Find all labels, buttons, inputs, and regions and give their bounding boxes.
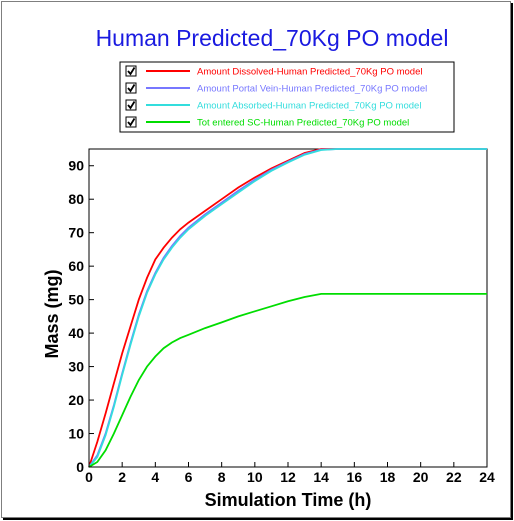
legend-checkbox[interactable]	[125, 99, 137, 111]
legend-label: Amount Portal Vein-Human Predicted_70Kg …	[197, 84, 427, 95]
y-tick-label: 60	[68, 258, 84, 274]
y-tick-label: 70	[68, 225, 84, 241]
chart-title: Human Predicted_70Kg PO model	[96, 25, 449, 51]
legend-checkbox[interactable]	[125, 65, 137, 77]
x-tick-label: 8	[218, 469, 226, 485]
legend-checkbox[interactable]	[125, 82, 137, 94]
chart-svg: Human Predicted_70Kg PO model Amount Dis…	[42, 25, 495, 510]
checkmark-icon	[127, 84, 136, 93]
y-tick-label: 90	[68, 158, 84, 174]
x-tick-label: 0	[85, 469, 93, 485]
x-axis-label: Simulation Time (h)	[205, 490, 372, 510]
x-tick-label: 24	[479, 469, 495, 485]
x-tick-label: 14	[313, 469, 329, 485]
legend-box	[119, 61, 455, 133]
x-tick-label: 16	[347, 469, 363, 485]
legend-label: Amount Absorbed-Human Predicted_70Kg PO …	[197, 101, 421, 112]
x-tick-label: 22	[446, 469, 462, 485]
checkmark-icon	[127, 101, 136, 110]
legend: Amount Dissolved-Human Predicted_70Kg PO…	[119, 61, 455, 133]
y-tick-label: 30	[68, 359, 84, 375]
legend-label: Tot entered SC-Human Predicted_70Kg PO m…	[197, 118, 409, 129]
plot-area	[88, 148, 488, 468]
y-axis-label: Mass (mg)	[42, 269, 62, 358]
checkmark-icon	[127, 67, 136, 76]
x-tick-label: 2	[118, 469, 126, 485]
x-tick-label: 12	[280, 469, 296, 485]
y-tick-label: 0	[76, 459, 84, 475]
x-tick-label: 6	[185, 469, 193, 485]
series-line-4	[88, 293, 487, 468]
y-tick-label: 50	[68, 292, 84, 308]
y-tick-label: 10	[68, 426, 84, 442]
x-tick-label: 10	[247, 469, 263, 485]
y-tick-label: 20	[68, 392, 84, 408]
checkmark-icon	[127, 118, 136, 127]
series-line-3	[88, 148, 487, 468]
x-tick-label: 20	[413, 469, 429, 485]
series-layer	[88, 148, 487, 468]
legend-checkbox[interactable]	[125, 116, 137, 128]
y-tick-label: 40	[68, 325, 84, 341]
y-tick-label: 80	[68, 191, 84, 207]
x-tick-label: 18	[380, 469, 396, 485]
legend-label: Amount Dissolved-Human Predicted_70Kg PO…	[197, 67, 422, 78]
x-tick-label: 4	[151, 469, 159, 485]
